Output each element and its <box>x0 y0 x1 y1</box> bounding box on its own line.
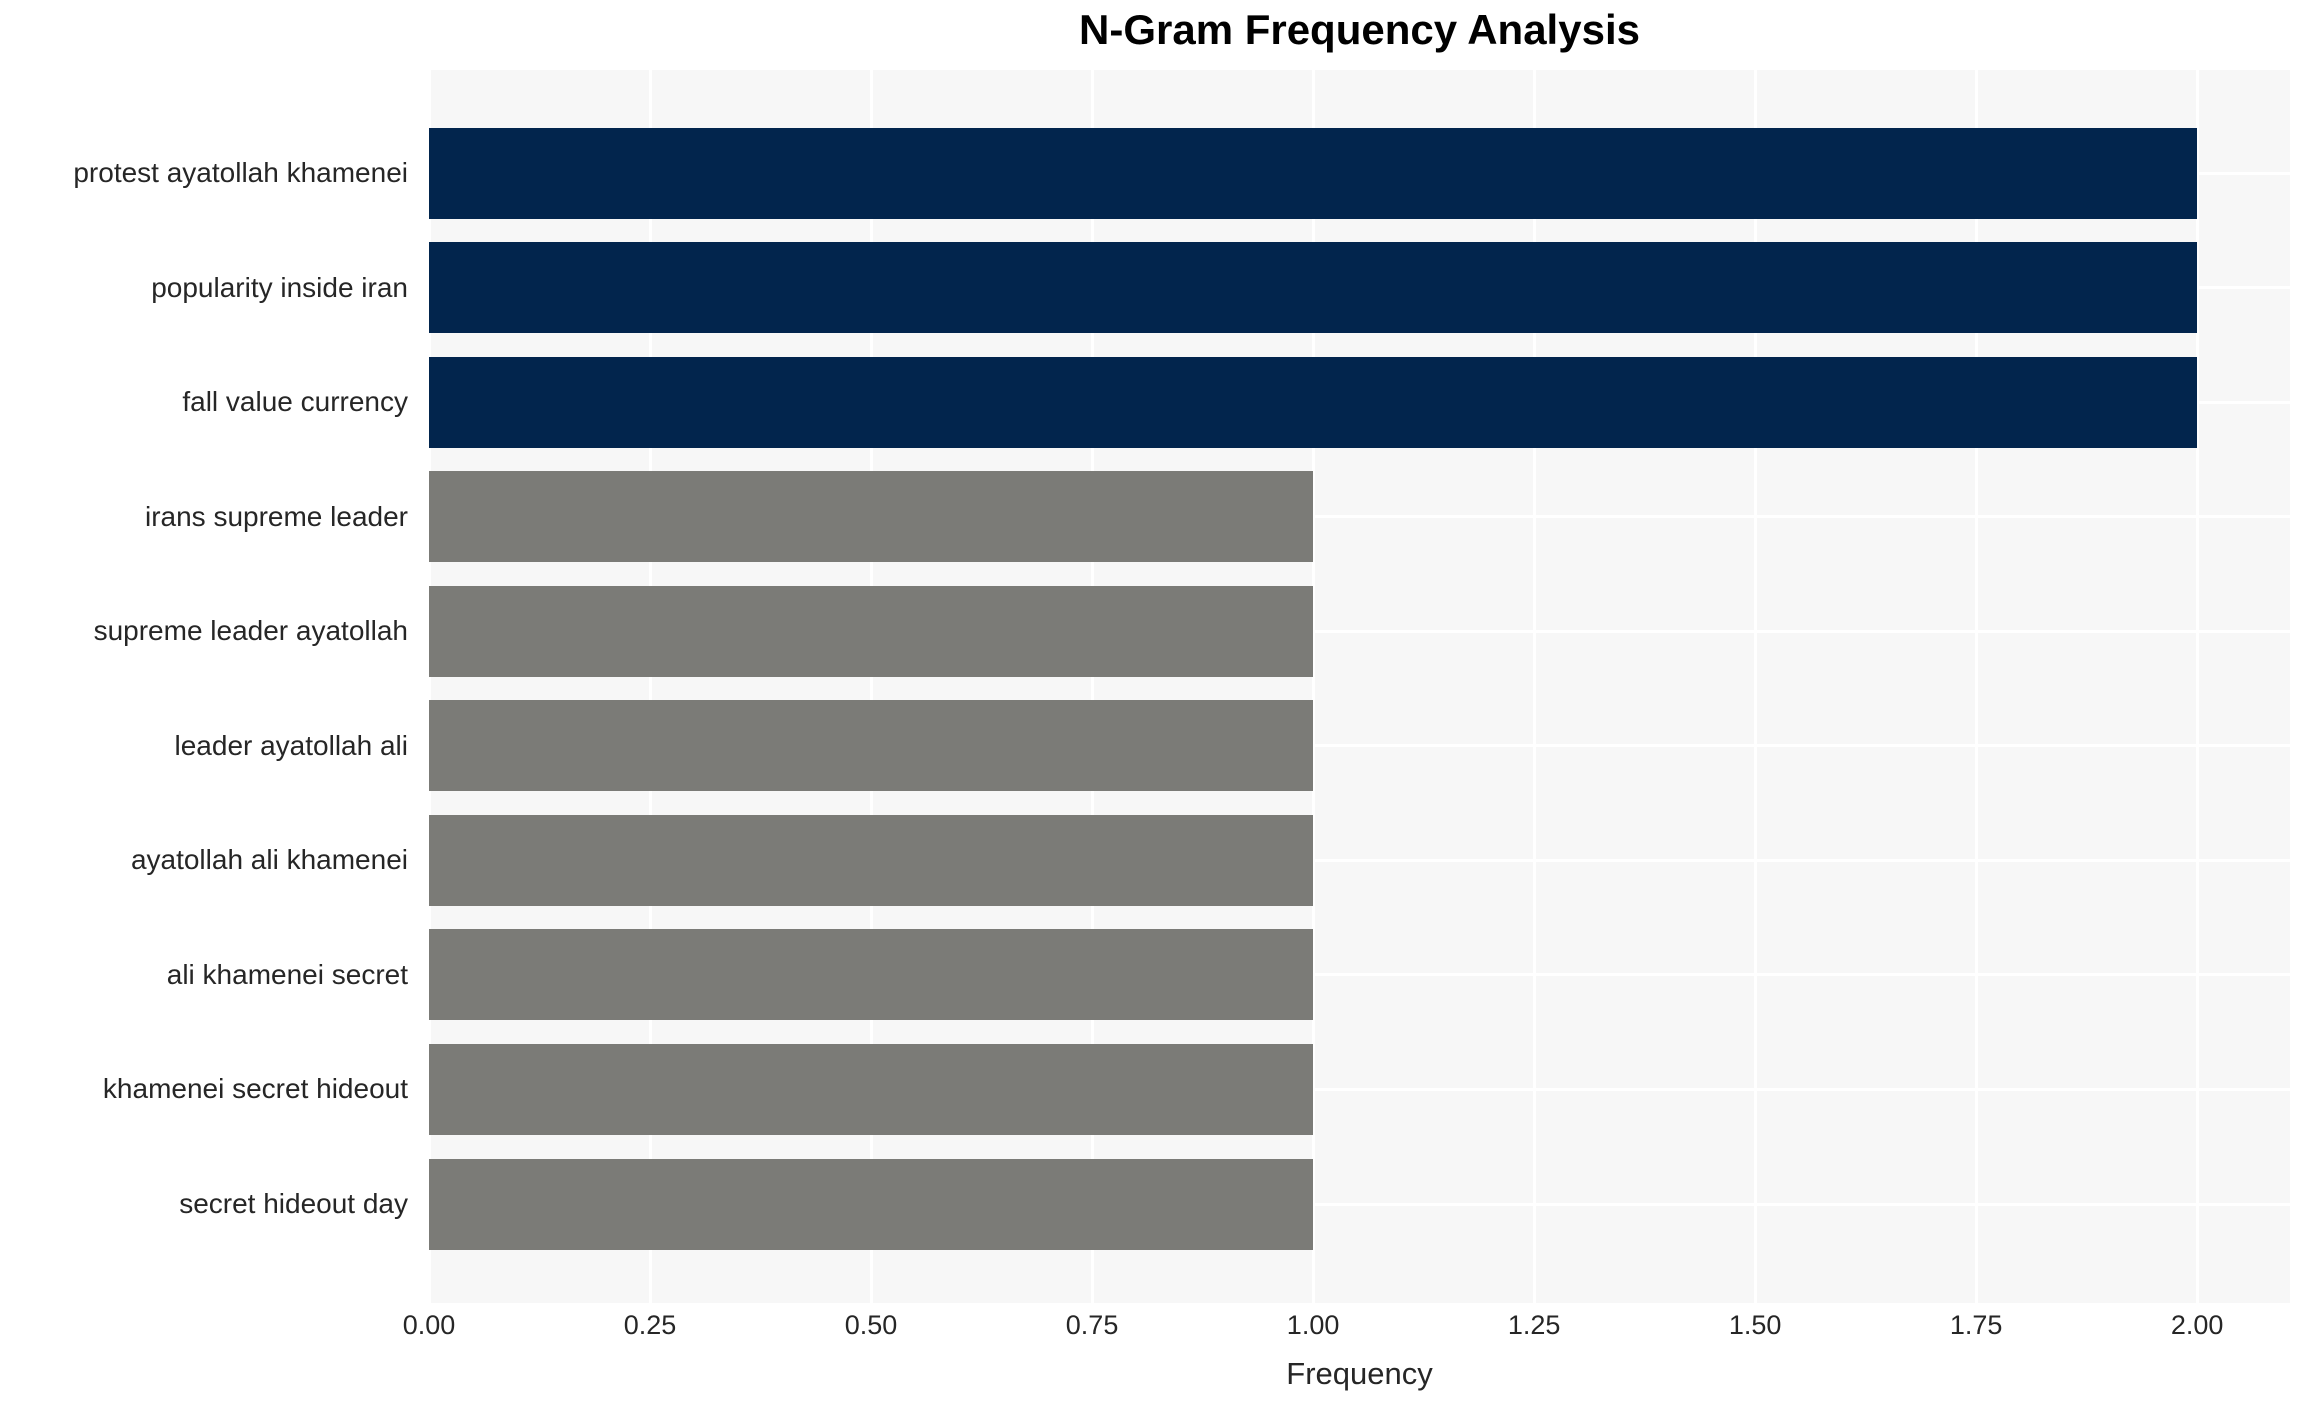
y-tick-label: irans supreme leader <box>144 500 408 532</box>
x-gridline <box>1532 70 1536 1303</box>
x-gridline <box>869 70 873 1303</box>
bar-khamenei-secret-hideout <box>429 1043 1314 1135</box>
x-gridline <box>1753 70 1757 1303</box>
bar-fall-value-currency <box>429 356 2198 448</box>
x-tick-label: 0.00 <box>402 1310 456 1340</box>
x-gridline <box>1311 70 1315 1303</box>
y-gridline <box>429 744 2290 748</box>
bar-supreme-leader-ayatollah <box>429 585 1314 677</box>
x-tick-label: 1.25 <box>1507 1310 1561 1340</box>
bar-protest-ayatollah-khamenei <box>429 127 2198 219</box>
x-tick-label: 2.00 <box>2170 1310 2224 1340</box>
y-tick-label: protest ayatollah khamenei <box>73 157 408 188</box>
x-tick-label: 1.00 <box>1286 1310 1340 1340</box>
y-tick-label: popularity inside iran <box>151 271 408 303</box>
bar-irans-supreme-leader <box>429 471 1314 563</box>
y-tick-label: ali khamenei secret <box>166 958 408 990</box>
y-gridline <box>429 1087 2290 1091</box>
y-gridline <box>429 973 2290 977</box>
y-gridline <box>429 629 2290 633</box>
x-tick-label: 1.75 <box>1949 1310 2003 1340</box>
x-axis-title: Frequency <box>1286 1356 1433 1391</box>
chart-title: N-Gram Frequency Analysis <box>1079 6 1640 53</box>
bar-popularity-inside-iran <box>429 242 2198 334</box>
x-gridline <box>648 70 652 1303</box>
bar-secret-hideout-day <box>429 1158 1314 1250</box>
x-gridline <box>2195 70 2199 1303</box>
x-tick-label: 0.50 <box>844 1310 898 1340</box>
bar-leader-ayatollah-ali <box>429 700 1314 792</box>
x-gridline <box>427 70 431 1303</box>
y-tick-label: leader ayatollah ali <box>174 729 409 761</box>
plot-area <box>427 70 2290 1303</box>
y-tick-label: secret hideout day <box>179 1188 408 1220</box>
y-tick-label: khamenei secret hideout <box>102 1073 408 1105</box>
bar-ali-khamenei-secret <box>429 929 1314 1021</box>
y-gridline <box>429 858 2290 862</box>
y-tick-label: ayatollah ali khamenei <box>130 844 408 876</box>
x-tick-label: 0.25 <box>623 1310 677 1340</box>
y-tick-label: fall value currency <box>182 386 408 418</box>
y-gridline <box>429 1202 2290 1206</box>
bar-ayatollah-ali-khamenei <box>429 814 1314 906</box>
y-tick-label: supreme leader ayatollah <box>93 615 408 647</box>
y-gridline <box>429 515 2290 519</box>
x-gridline <box>1090 70 1094 1303</box>
x-tick-label: 0.75 <box>1065 1310 1119 1340</box>
x-tick-label: 1.50 <box>1728 1310 1782 1340</box>
x-gridline <box>1974 70 1978 1303</box>
